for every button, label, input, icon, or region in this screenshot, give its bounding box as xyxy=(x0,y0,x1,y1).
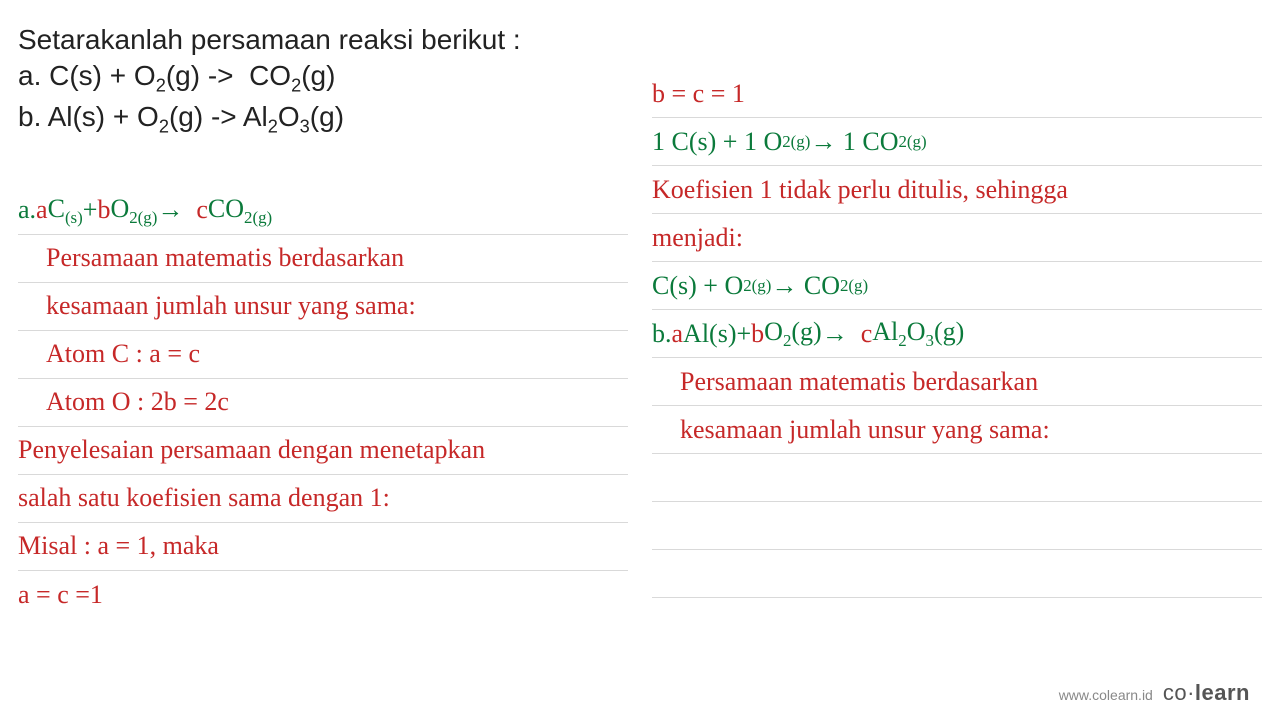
sol-a-atom-o: Atom O : 2b = 2c xyxy=(18,379,628,427)
page-container: Setarakanlah persamaan reaksi berikut : … xyxy=(0,0,1280,646)
sol-b-desc1: Persamaan matematis berdasarkan xyxy=(652,358,1262,406)
blank-line-2 xyxy=(652,502,1262,550)
blank-line-1 xyxy=(652,454,1262,502)
sol-a-final: C(s) + O2(g) → CO2(g) xyxy=(652,262,1262,310)
question-a: a. C(s) + O2(g) -> CO2(g) xyxy=(18,58,628,98)
blank-line-3 xyxy=(652,550,1262,598)
question-b: b. Al(s) + O2(g) -> Al2O3(g) xyxy=(18,99,628,139)
sol-a-result: a = c =1 xyxy=(18,571,628,619)
sol-a-method2: salah satu koefisien sama dengan 1: xyxy=(18,475,628,523)
sol-a-assume: Misal : a = 1, maka xyxy=(18,523,628,571)
footer-url: www.colearn.id xyxy=(1059,687,1153,703)
sol-a-desc2: kesamaan jumlah unsur yang sama: xyxy=(18,283,628,331)
sol-a-method1: Penyelesaian persamaan dengan menetapkan xyxy=(18,427,628,475)
left-column: Setarakanlah persamaan reaksi berikut : … xyxy=(18,22,640,646)
blank-line-4 xyxy=(652,598,1262,646)
sol-b-equation: b. a Al(s) + b O2(g) → c Al2O3(g) xyxy=(652,310,1262,358)
question-title: Setarakanlah persamaan reaksi berikut : xyxy=(18,22,628,58)
sol-a-bc: b = c = 1 xyxy=(652,70,1262,118)
right-spacer xyxy=(652,22,1262,70)
right-column: b = c = 1 1 C(s) + 1 O2(g) → 1 CO2(g) Ko… xyxy=(640,22,1262,646)
question-block: Setarakanlah persamaan reaksi berikut : … xyxy=(18,22,628,139)
sol-a-equation: a. a C(s) + b O2(g) → cCO2(g) xyxy=(18,187,628,235)
spacer xyxy=(18,139,628,187)
sol-a-desc1: Persamaan matematis berdasarkan xyxy=(18,235,628,283)
sol-a-atom-c: Atom C : a = c xyxy=(18,331,628,379)
sol-a-note1: Koefisien 1 tidak perlu ditulis, sehingg… xyxy=(652,166,1262,214)
sol-a-note2: menjadi: xyxy=(652,214,1262,262)
footer-brand: co·learn xyxy=(1163,680,1250,706)
sol-a-balanced-with1: 1 C(s) + 1 O2(g) → 1 CO2(g) xyxy=(652,118,1262,166)
sol-b-desc2: kesamaan jumlah unsur yang sama: xyxy=(652,406,1262,454)
footer: www.colearn.id co·learn xyxy=(1059,680,1250,706)
